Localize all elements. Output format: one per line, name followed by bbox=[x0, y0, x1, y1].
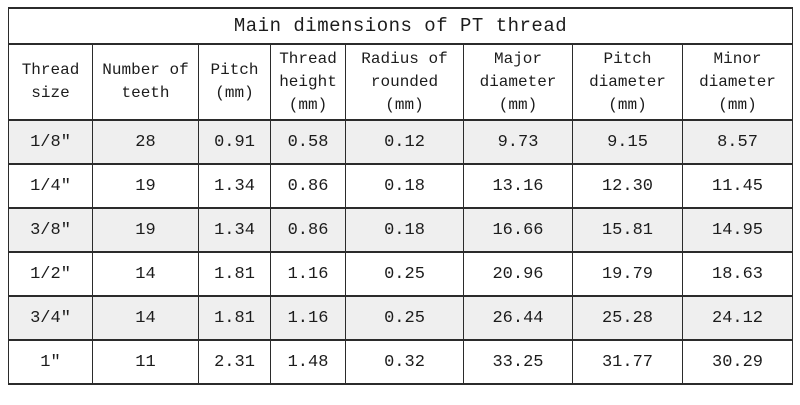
cell-pitch-diameter: 19.79 bbox=[572, 251, 683, 297]
cell-minor-diameter: 18.63 bbox=[681, 251, 794, 297]
cell-minor-diameter: 24.12 bbox=[681, 295, 794, 341]
col-header-pitch: Pitch (mm) bbox=[198, 43, 271, 121]
cell-radius: 0.18 bbox=[345, 207, 464, 253]
cell-pitch-diameter: 25.28 bbox=[572, 295, 683, 341]
cell-minor-diameter: 11.45 bbox=[681, 163, 794, 209]
header-row: Thread size Number of teeth Pitch (mm) T… bbox=[8, 43, 794, 121]
col-header-pitch-diameter: Pitch diameter (mm) bbox=[572, 43, 683, 121]
col-header-major-diameter: Major diameter (mm) bbox=[463, 43, 573, 121]
cell-pitch: 1.34 bbox=[198, 163, 271, 209]
cell-thread-height: 1.48 bbox=[270, 339, 346, 385]
col-header-thread-size: Thread size bbox=[8, 43, 93, 121]
cell-minor-diameter: 14.95 bbox=[681, 207, 794, 253]
cell-major-diameter: 33.25 bbox=[463, 339, 573, 385]
cell-thread-size: 3/8″ bbox=[8, 207, 93, 253]
cell-radius: 0.25 bbox=[345, 295, 464, 341]
cell-minor-diameter: 30.29 bbox=[681, 339, 794, 385]
title-row: Main dimensions of PT thread bbox=[7, 7, 794, 45]
cell-thread-height: 0.58 bbox=[270, 119, 346, 165]
cell-pitch: 2.31 bbox=[198, 339, 271, 385]
cell-pitch: 1.81 bbox=[198, 295, 271, 341]
cell-minor-diameter: 8.57 bbox=[681, 119, 794, 165]
table-row-1-4: 1/4″ 19 1.34 0.86 0.18 13.16 12.30 11.45 bbox=[8, 163, 794, 209]
cell-number-of-teeth: 14 bbox=[92, 295, 199, 341]
cell-radius: 0.12 bbox=[345, 119, 464, 165]
cell-thread-height: 0.86 bbox=[270, 207, 346, 253]
cell-pitch: 0.91 bbox=[198, 119, 271, 165]
cell-major-diameter: 9.73 bbox=[463, 119, 573, 165]
cell-thread-height: 0.86 bbox=[270, 163, 346, 209]
cell-major-diameter: 13.16 bbox=[463, 163, 573, 209]
cell-number-of-teeth: 11 bbox=[92, 339, 199, 385]
cell-radius: 0.18 bbox=[345, 163, 464, 209]
cell-major-diameter: 20.96 bbox=[463, 251, 573, 297]
cell-thread-height: 1.16 bbox=[270, 295, 346, 341]
cell-thread-size: 1/4″ bbox=[8, 163, 93, 209]
cell-pitch: 1.81 bbox=[198, 251, 271, 297]
col-header-minor-diameter: Minor diameter (mm) bbox=[681, 43, 794, 121]
table-title: Main dimensions of PT thread bbox=[7, 7, 794, 45]
cell-number-of-teeth: 28 bbox=[92, 119, 199, 165]
table-row-1: 1″ 11 2.31 1.48 0.32 33.25 31.77 30.29 bbox=[8, 339, 794, 385]
cell-pitch-diameter: 31.77 bbox=[572, 339, 683, 385]
col-header-number-of-teeth: Number of teeth bbox=[92, 43, 199, 121]
cell-thread-size: 1/2″ bbox=[8, 251, 93, 297]
cell-thread-size: 1″ bbox=[8, 339, 93, 385]
cell-thread-size: 1/8″ bbox=[8, 119, 93, 165]
col-header-thread-height: Thread height (mm) bbox=[270, 43, 346, 121]
cell-pitch-diameter: 15.81 bbox=[572, 207, 683, 253]
table-row-3-4: 3/4″ 14 1.81 1.16 0.25 26.44 25.28 24.12 bbox=[8, 295, 794, 341]
cell-thread-size: 3/4″ bbox=[8, 295, 93, 341]
table-row-1-2: 1/2″ 14 1.81 1.16 0.25 20.96 19.79 18.63 bbox=[8, 251, 794, 297]
col-header-radius-of-rounded: Radius of rounded (mm) bbox=[345, 43, 464, 121]
table-row-3-8: 3/8″ 19 1.34 0.86 0.18 16.66 15.81 14.95 bbox=[8, 207, 794, 253]
cell-major-diameter: 16.66 bbox=[463, 207, 573, 253]
cell-pitch-diameter: 12.30 bbox=[572, 163, 683, 209]
cell-number-of-teeth: 19 bbox=[92, 163, 199, 209]
cell-pitch-diameter: 9.15 bbox=[572, 119, 683, 165]
cell-major-diameter: 26.44 bbox=[463, 295, 573, 341]
cell-radius: 0.32 bbox=[345, 339, 464, 385]
cell-thread-height: 1.16 bbox=[270, 251, 346, 297]
cell-pitch: 1.34 bbox=[198, 207, 271, 253]
cell-number-of-teeth: 19 bbox=[92, 207, 199, 253]
pt-thread-dimensions-table: Main dimensions of PT thread Thread size… bbox=[7, 7, 794, 385]
table-row-1-8: 1/8″ 28 0.91 0.58 0.12 9.73 9.15 8.57 bbox=[8, 119, 794, 165]
cell-radius: 0.25 bbox=[345, 251, 464, 297]
cell-number-of-teeth: 14 bbox=[92, 251, 199, 297]
